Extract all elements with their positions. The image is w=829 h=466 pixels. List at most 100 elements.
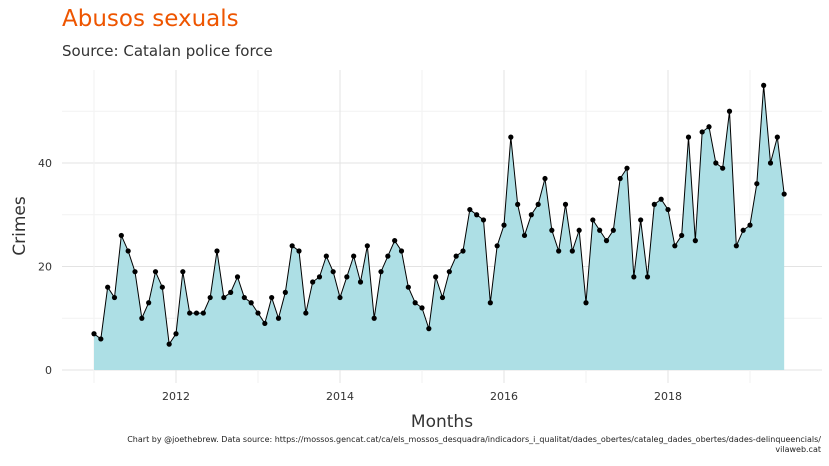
y-tick-labels: 0 20 40 xyxy=(38,157,52,377)
data-point xyxy=(98,336,104,342)
caption-credit: Chart by @joethebrew. Data source: https… xyxy=(127,435,821,444)
data-point xyxy=(726,108,733,114)
data-point xyxy=(446,269,452,275)
x-tick-labels: 2012 2014 2016 2018 xyxy=(162,390,682,403)
data-point xyxy=(255,310,261,316)
data-point xyxy=(426,326,432,332)
data-point xyxy=(139,315,145,321)
data-point xyxy=(508,134,514,140)
data-point xyxy=(549,227,555,233)
data-point xyxy=(562,201,569,207)
data-point xyxy=(364,243,370,249)
data-point xyxy=(289,243,295,249)
data-point xyxy=(371,315,377,321)
data-point xyxy=(480,217,487,223)
chart-title: Abusos sexuals xyxy=(62,6,239,32)
data-point xyxy=(405,284,411,290)
data-point xyxy=(296,248,302,254)
data-point xyxy=(398,248,405,254)
area-fill xyxy=(94,85,785,370)
data-point xyxy=(228,289,234,295)
data-point xyxy=(597,227,603,233)
data-point xyxy=(330,269,336,275)
data-point xyxy=(699,129,705,135)
x-axis-label: Months xyxy=(411,412,473,432)
data-point xyxy=(617,175,623,182)
data-points xyxy=(91,82,787,347)
data-point xyxy=(754,181,760,187)
data-point xyxy=(713,160,719,166)
data-point xyxy=(412,300,418,306)
data-point xyxy=(316,274,323,280)
data-point xyxy=(269,294,275,301)
data-point xyxy=(234,274,241,280)
data-point xyxy=(323,253,329,259)
data-point xyxy=(453,253,459,259)
data-point xyxy=(583,300,589,306)
y-tick-label: 40 xyxy=(38,157,52,170)
data-point xyxy=(590,217,596,223)
data-point xyxy=(105,284,111,290)
data-point xyxy=(152,269,159,275)
data-point xyxy=(385,253,391,259)
data-point xyxy=(576,227,582,233)
data-point xyxy=(733,243,739,249)
data-point xyxy=(679,232,685,239)
data-point xyxy=(200,310,206,316)
data-point xyxy=(781,191,787,197)
data-point xyxy=(173,331,179,337)
data-point xyxy=(720,165,726,171)
data-point xyxy=(542,175,548,182)
y-tick-label: 20 xyxy=(38,261,52,274)
data-point xyxy=(125,248,131,254)
data-point xyxy=(644,274,651,280)
data-point xyxy=(262,320,268,327)
data-point xyxy=(303,310,309,316)
y-axis-label: Crimes xyxy=(10,196,30,256)
x-tick-label: 2018 xyxy=(654,390,682,403)
data-point xyxy=(282,289,288,295)
data-point xyxy=(419,305,425,311)
data-point xyxy=(378,269,384,275)
data-point xyxy=(248,300,254,306)
data-point xyxy=(603,238,610,244)
data-point xyxy=(665,206,671,213)
x-tick-label: 2016 xyxy=(490,390,518,403)
caption-site: vilaweb.cat xyxy=(775,445,821,454)
data-point xyxy=(207,294,213,301)
data-point xyxy=(610,227,616,233)
data-point xyxy=(357,279,364,285)
y-tick-label: 0 xyxy=(45,364,52,377)
data-point xyxy=(494,243,500,249)
data-point xyxy=(187,310,193,316)
data-point xyxy=(460,248,466,254)
data-point xyxy=(767,160,774,166)
data-point xyxy=(624,165,630,171)
data-point xyxy=(337,294,343,301)
data-point xyxy=(132,269,138,275)
x-tick-label: 2012 xyxy=(162,390,190,403)
data-point xyxy=(193,310,200,316)
data-point xyxy=(241,294,247,301)
data-point xyxy=(638,217,644,223)
data-point xyxy=(556,248,562,254)
chart-caption: Chart by @joethebrew. Data source: https… xyxy=(61,435,821,455)
data-point xyxy=(433,274,439,280)
series-line xyxy=(93,85,785,346)
data-point xyxy=(631,274,637,280)
data-point xyxy=(521,232,528,239)
data-point xyxy=(467,206,473,213)
data-point xyxy=(111,294,118,301)
data-point xyxy=(166,341,172,347)
data-point xyxy=(774,134,780,140)
data-point xyxy=(747,222,753,228)
data-point xyxy=(692,238,698,244)
data-point xyxy=(310,279,316,285)
data-point xyxy=(474,212,480,218)
data-point xyxy=(515,201,521,207)
data-point xyxy=(528,212,534,218)
chart-subtitle: Source: Catalan police force xyxy=(62,42,273,60)
data-point xyxy=(439,294,446,301)
data-point xyxy=(344,274,350,280)
